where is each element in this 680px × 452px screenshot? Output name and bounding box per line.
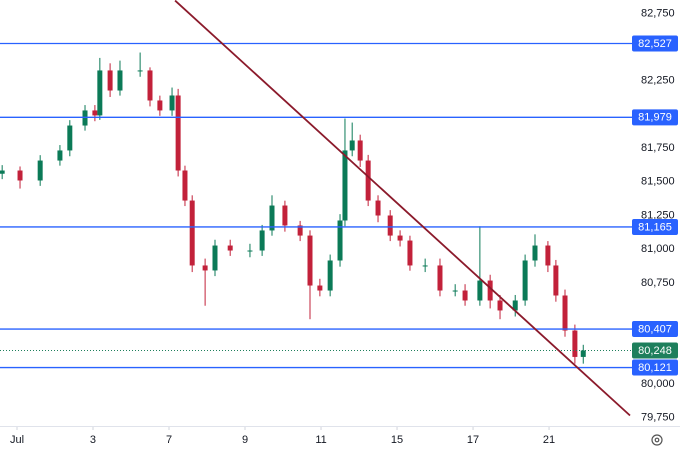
x-tick-label: 11	[315, 434, 326, 446]
candle-body	[282, 205, 288, 226]
candle-body	[387, 215, 393, 236]
y-tick-label: 81,500	[641, 176, 675, 188]
candle-body	[259, 230, 265, 251]
candle-body	[97, 70, 103, 116]
candle-body	[512, 300, 518, 311]
y-tick-label: 81,750	[641, 142, 675, 154]
candle-body	[477, 280, 483, 301]
candle-body	[175, 95, 181, 171]
candle-body	[202, 265, 208, 271]
level-label: 80,121	[638, 362, 672, 374]
y-tick-label: 81,000	[641, 243, 675, 255]
candle-body	[580, 350, 586, 357]
candle-body	[342, 150, 348, 221]
candle-body	[562, 295, 568, 331]
level-label: 81,165	[638, 221, 672, 233]
candle-body	[0, 170, 5, 174]
candle-body	[157, 100, 163, 111]
y-tick-label: 81,250	[641, 209, 675, 221]
y-tick-label: 82,250	[641, 75, 675, 87]
candle-body	[452, 290, 458, 292]
level-label-box	[632, 321, 678, 338]
candle-body	[189, 200, 195, 266]
candle-body	[247, 250, 253, 252]
x-tick-label: 15	[391, 434, 403, 446]
settings-icon[interactable]	[651, 434, 663, 446]
x-tick-label: 3	[90, 434, 96, 446]
candle-body	[269, 205, 275, 231]
candle-body	[407, 240, 413, 266]
candle-body	[117, 70, 123, 91]
candle-body	[532, 245, 538, 261]
candle-body	[317, 285, 323, 291]
candle-body	[522, 260, 528, 301]
candle-body	[67, 125, 73, 151]
candle-body	[422, 265, 428, 267]
level-label-box	[632, 109, 678, 126]
candle-body	[553, 265, 559, 296]
candle-body	[137, 70, 143, 72]
plot-area	[0, 0, 632, 417]
candle-body	[327, 260, 333, 291]
y-tick-label: 82,750	[641, 7, 675, 19]
candle-body	[497, 300, 503, 311]
candle-body	[212, 245, 218, 271]
candle-body	[57, 150, 63, 161]
candle-body	[572, 330, 578, 357]
candle-body	[437, 265, 443, 291]
trend-line	[174, 0, 631, 417]
candle-body	[462, 290, 468, 301]
level-label-box	[632, 218, 678, 235]
y-tick-label: 79,750	[641, 411, 675, 423]
candle-body	[169, 95, 175, 111]
last-price-label: 80,248	[638, 345, 672, 357]
level-label: 82,527	[638, 38, 672, 50]
level-label-box	[632, 359, 678, 376]
candle-body	[365, 160, 371, 201]
level-label: 80,407	[638, 323, 672, 335]
candle-body	[397, 235, 403, 241]
candle-body	[37, 160, 43, 181]
axes: 82,750 82,250 81,750 81,500 81,250 81,000 80,7…	[10, 7, 678, 446]
candle-body	[227, 245, 233, 251]
candle-body	[147, 70, 153, 101]
x-tick-label: Jul	[10, 434, 24, 446]
candle-body	[357, 140, 363, 161]
candle-body	[82, 110, 88, 126]
candle-body	[487, 280, 493, 301]
candle-body	[375, 200, 381, 216]
candle-body	[545, 245, 551, 266]
candle-body	[107, 70, 113, 91]
x-tick-label: 7	[166, 434, 172, 446]
y-tick-label: 80,000	[641, 378, 675, 390]
candle-body	[182, 170, 188, 201]
candle-body	[337, 220, 343, 261]
level-label-box	[632, 35, 678, 52]
x-tick-label: 21	[543, 434, 555, 446]
y-tick-label: 80,750	[641, 277, 675, 289]
candle-body	[297, 225, 303, 236]
candle-body	[17, 170, 23, 181]
x-tick-label: 17	[467, 434, 479, 446]
candle-body	[307, 235, 313, 286]
level-label: 81,979	[638, 112, 672, 124]
candle-body	[349, 140, 355, 151]
last-price-box	[632, 342, 678, 359]
x-tick-label: 9	[242, 434, 248, 446]
candle-body	[92, 110, 98, 116]
